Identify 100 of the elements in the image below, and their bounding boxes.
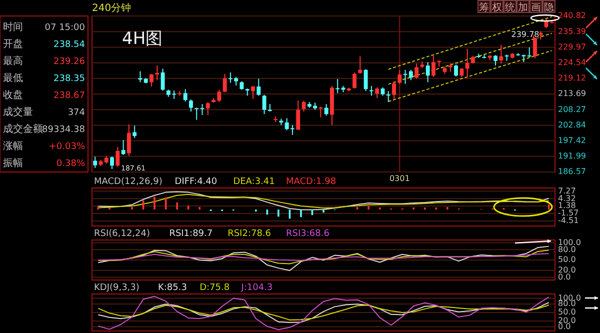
text: 374	[68, 108, 86, 118]
chart-title: MACD(12,26,9)	[94, 177, 162, 187]
candlestick	[527, 46, 532, 58]
text: MACD:1.98	[286, 177, 336, 187]
text: 开盘	[3, 38, 23, 50]
candlestick	[386, 90, 390, 103]
candlestick	[352, 72, 356, 90]
candlestick	[121, 139, 126, 156]
candlestick	[93, 156, 98, 168]
candlestick	[222, 73, 227, 93]
text: 隐	[544, 2, 554, 14]
candlestick	[375, 86, 380, 99]
x-tick-label: 0301	[389, 174, 410, 183]
y-tick-label: 50.0	[558, 255, 576, 264]
candlestick	[251, 85, 255, 100]
y-tick-label: 7.27	[558, 186, 576, 196]
candlestick	[408, 69, 413, 81]
y-tick-label: 219.12	[558, 74, 586, 83]
text: 238.54	[54, 40, 86, 50]
text: 4H图	[122, 29, 163, 49]
text: 涨幅	[3, 140, 23, 152]
text: 统	[505, 2, 515, 14]
text: 07 15:00	[44, 23, 86, 33]
series-label: K:85.3	[158, 283, 187, 293]
text: 最高	[3, 55, 23, 67]
candlestick	[138, 70, 142, 83]
series-label: J:104.3	[240, 283, 273, 293]
y-tick-label: 202.84	[558, 120, 586, 130]
series-label: RSI1:89.7	[169, 229, 213, 239]
text: 239.26	[54, 57, 86, 67]
candlestick	[194, 107, 199, 120]
y-tick-label: 213.69	[558, 89, 586, 98]
y-tick-label: 4.32	[558, 194, 576, 203]
text: 收盘	[3, 89, 23, 101]
text: 成交量	[3, 106, 33, 118]
candlestick	[414, 63, 419, 80]
candlestick	[494, 54, 498, 66]
text: 238.67	[54, 91, 85, 101]
candlestick	[126, 124, 131, 156]
candlestick	[358, 56, 362, 74]
text: 最低	[3, 73, 23, 84]
y-tick-label: 100.0	[558, 238, 581, 247]
candlestick	[392, 80, 396, 100]
y-tick-label: 50.0	[558, 308, 576, 317]
chart-subtitle: 240分钟	[92, 2, 132, 14]
y-tick-label: 0.0	[558, 322, 571, 331]
candlestick	[262, 94, 266, 115]
line-series	[98, 296, 550, 330]
candlestick	[431, 54, 436, 78]
y-tick-label: -1.57	[558, 208, 579, 218]
candlestick	[426, 62, 430, 83]
series-label: D:75.8	[200, 283, 230, 293]
candlestick	[465, 48, 470, 78]
text: 89334.38	[42, 125, 86, 135]
candlestick	[324, 104, 328, 116]
chart-title: RSI(6,12,24)	[94, 229, 150, 239]
text: 权	[491, 2, 502, 14]
y-tick-label: 186.57	[558, 167, 586, 176]
text: 振幅	[3, 157, 23, 169]
line-series	[98, 253, 550, 261]
text: RSI3:68.6	[286, 229, 330, 239]
candlestick	[369, 85, 374, 96]
candlestick	[296, 100, 300, 130]
text: 成交金额	[3, 123, 43, 135]
candlestick	[302, 100, 306, 112]
y-tick-label: 1.38	[558, 201, 576, 210]
y-tick-label: 229.97	[558, 42, 586, 52]
candlestick	[499, 44, 504, 64]
candlestick	[364, 68, 368, 92]
candlestick	[336, 78, 340, 94]
text: 筹	[479, 2, 489, 14]
series-label: RSI2:78.6	[228, 229, 272, 239]
text: 画	[531, 2, 541, 14]
y-tick-label: 208.27	[558, 104, 586, 114]
y-tick-label: 240.82	[558, 11, 586, 20]
candlestick	[398, 70, 402, 84]
y-tick-label: 20.0	[558, 266, 576, 275]
candlestick	[116, 146, 120, 168]
y-tick-label: 197.42	[558, 136, 586, 145]
text: 0.38%	[56, 159, 86, 169]
y-tick-label: 191.99	[558, 152, 586, 161]
candlestick	[150, 74, 154, 88]
y-tick-label: 224.54	[558, 58, 586, 67]
text: 时间	[3, 21, 23, 33]
candlestick	[183, 88, 188, 102]
text: +0.03%	[48, 142, 86, 152]
y-tick-label: 0.0	[558, 272, 571, 282]
text: 加	[518, 2, 528, 14]
y-tick-label: 80.0	[558, 244, 576, 254]
series-label: DEA:3.41	[233, 177, 275, 187]
candlestick	[132, 125, 137, 138]
annotation: 239.78	[511, 30, 540, 39]
candlestick	[318, 106, 323, 118]
candlestick	[256, 78, 261, 96]
candlestick	[454, 64, 458, 77]
candlestick	[110, 156, 114, 170]
chart-title: KDJ(9,3,3)	[94, 283, 140, 293]
y-tick-label: 235.39	[558, 26, 586, 36]
y-tick-label: -4.51	[558, 216, 579, 226]
series-label: DIFF:4.40	[174, 177, 218, 187]
